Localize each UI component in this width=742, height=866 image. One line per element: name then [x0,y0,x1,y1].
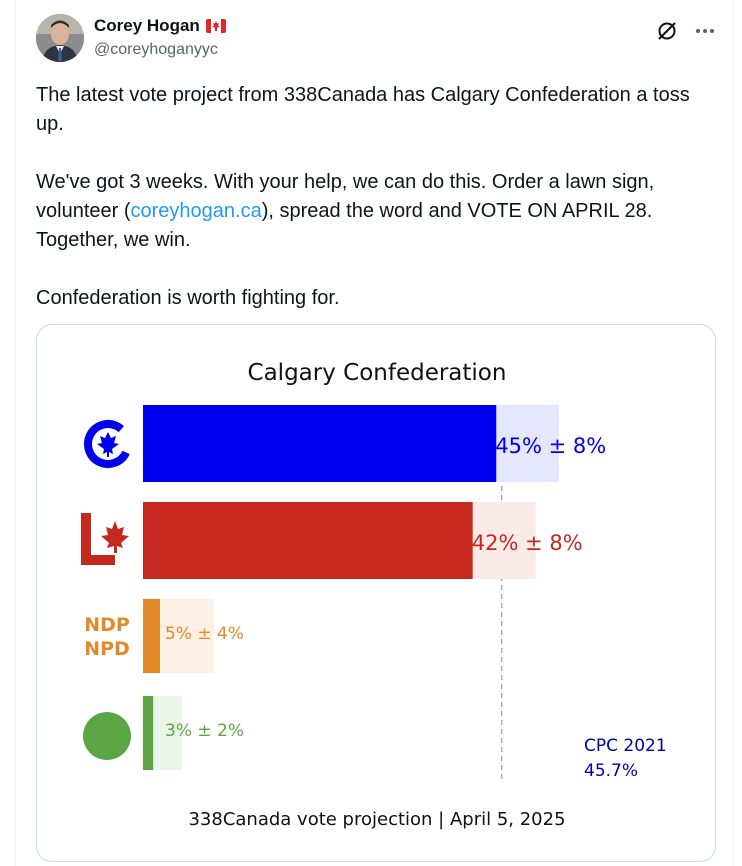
avatar[interactable] [36,14,84,62]
bar-grn [143,696,154,770]
tweet-text: The latest vote project from 338Canada h… [36,81,716,313]
liberal-leaf-icon [101,521,129,553]
green-circle-icon [83,712,131,760]
liberal-logo-icon [81,513,115,565]
bar-lpc [143,502,473,579]
bar-ndp [143,599,160,673]
conservative-leaf-icon [97,432,119,457]
bar-label-lpc: 42% ± 8% [472,531,583,555]
vote-projection-chart: Calgary Confederation 45% ± 8% 42% ± 8% 5% … [81,360,667,830]
more-icon[interactable] [694,20,716,42]
tweet-media-chart[interactable]: Calgary Confederation 45% ± 8% 42% ± 8% 5% … [36,324,716,862]
tweet-paragraph-2: We've got 3 weeks. With your help, we ca… [36,171,655,251]
bar-cpc [143,405,497,482]
ndp-logo-text-2: NPD [84,638,130,660]
chart-title: Calgary Confederation [248,360,507,386]
conservative-logo-icon [84,420,132,468]
bar-label-cpc: 45% ± 8% [495,434,606,458]
bar-label-grn: 3% ± 2% [165,721,244,741]
author-handle[interactable]: @coreyhoganyyc [94,41,218,58]
tweet: Corey Hogan @coreyhoganyyc The latest vo… [15,0,734,866]
reference-label-line-1: CPC 2021 [584,736,667,756]
grok-icon[interactable] [656,20,678,42]
chart-footer: 338Canada vote projection | April 5, 202… [188,809,565,830]
author-name[interactable]: Corey Hogan [94,16,226,36]
author-name-text: Corey Hogan [94,16,200,35]
tweet-line-3: Confederation is worth fighting for. [36,287,340,309]
bar-label-ndp: 5% ± 4% [165,624,244,644]
canada-flag-icon [205,19,226,33]
ndp-logo-text-1: NDP [84,614,130,636]
tweet-line-1: The latest vote project from 338Canada h… [36,84,690,135]
reference-label-line-2: 45.7% [584,761,638,781]
website-link[interactable]: coreyhogan.ca [130,200,262,222]
